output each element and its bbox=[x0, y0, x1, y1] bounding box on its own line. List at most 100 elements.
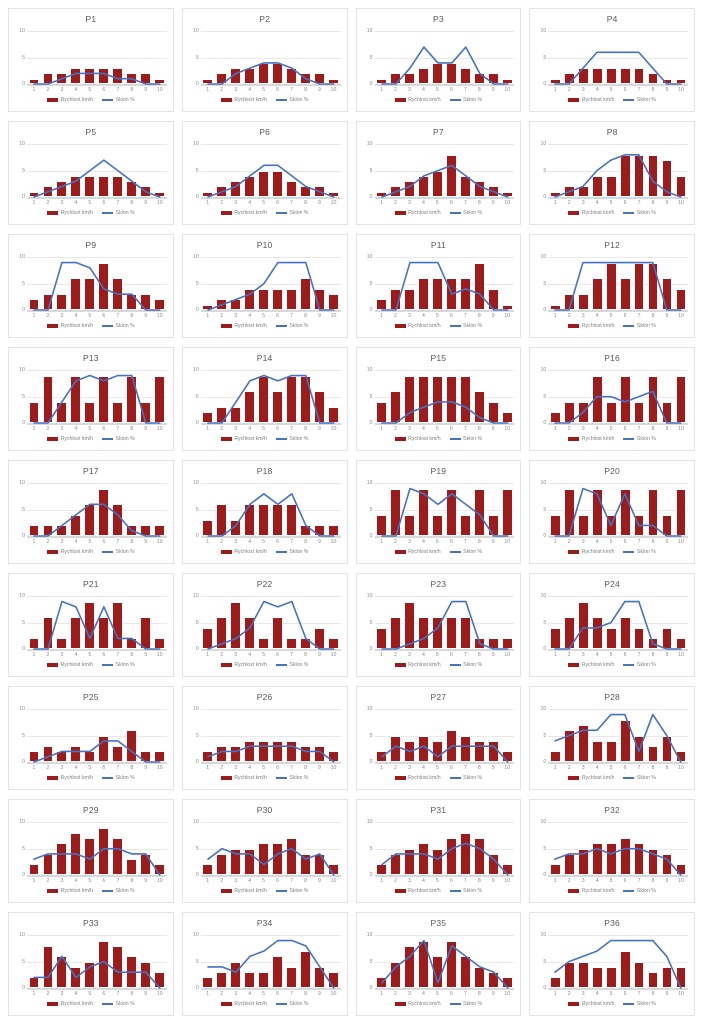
legend-item-bar[interactable]: Rychlost km/h bbox=[568, 662, 614, 668]
bar[interactable] bbox=[42, 746, 54, 762]
bar[interactable] bbox=[619, 617, 631, 649]
legend-item-bar[interactable]: Rychlost km/h bbox=[220, 888, 267, 894]
chart-card[interactable]: P35 0 5 10 1 2 3 4 5 6 7 8 9 10 Rychlost km/h Sklon % bbox=[355, 912, 522, 1016]
bar[interactable] bbox=[675, 175, 687, 197]
bar[interactable] bbox=[431, 514, 443, 536]
bar[interactable] bbox=[112, 401, 124, 423]
bar[interactable] bbox=[376, 751, 387, 762]
bar[interactable] bbox=[286, 68, 297, 84]
bar[interactable] bbox=[300, 638, 311, 649]
bar[interactable] bbox=[314, 186, 325, 197]
legend-item-bar[interactable]: Rychlost km/h bbox=[394, 888, 441, 894]
bar[interactable] bbox=[473, 488, 485, 536]
bar[interactable] bbox=[42, 294, 54, 310]
bar[interactable] bbox=[202, 304, 214, 310]
bar[interactable] bbox=[98, 617, 110, 649]
bar[interactable] bbox=[84, 278, 96, 310]
bar[interactable] bbox=[300, 73, 311, 84]
chart-card[interactable]: P23 0 5 10 1 2 3 4 5 6 7 8 9 10 Rychlost km/h Sklon % bbox=[355, 573, 522, 677]
bar[interactable] bbox=[431, 278, 443, 310]
bar[interactable] bbox=[376, 78, 387, 84]
legend-item-line[interactable]: Sklon % bbox=[623, 97, 656, 103]
bar[interactable] bbox=[431, 170, 443, 197]
legend-item-bar[interactable]: Rychlost km/h bbox=[220, 97, 267, 103]
bar[interactable] bbox=[126, 956, 138, 988]
legend-item-bar[interactable]: Rychlost km/h bbox=[220, 775, 267, 781]
chart-card[interactable]: P20 0 5 10 1 2 3 4 5 6 7 8 9 10 Rychlost km/h Sklon % bbox=[529, 460, 695, 564]
chart-card[interactable]: P21 0 5 10 1 2 3 4 5 6 7 8 9 10 Rychlost km/h Sklon % bbox=[8, 573, 174, 677]
bar[interactable] bbox=[230, 299, 242, 310]
legend-item-bar[interactable]: Rychlost km/h bbox=[394, 775, 441, 781]
legend-item-bar[interactable]: Rychlost km/h bbox=[568, 323, 614, 329]
chart-card[interactable]: P25 0 5 10 1 2 3 4 5 6 7 8 9 10 Rychlost km/h Sklon % bbox=[8, 686, 174, 790]
bar[interactable] bbox=[230, 961, 242, 988]
bar[interactable] bbox=[244, 391, 256, 423]
legend-item-line[interactable]: Sklon % bbox=[102, 1001, 135, 1007]
chart-card[interactable]: P32 0 5 10 1 2 3 4 5 6 7 8 9 10 Rychlost km/h Sklon % bbox=[529, 799, 695, 903]
bar[interactable] bbox=[577, 68, 589, 84]
bar[interactable] bbox=[70, 746, 82, 762]
bar[interactable] bbox=[286, 375, 297, 423]
bar[interactable] bbox=[473, 391, 485, 423]
bar[interactable] bbox=[42, 375, 54, 423]
bar[interactable] bbox=[202, 977, 214, 988]
bar[interactable] bbox=[328, 525, 339, 536]
legend-item-bar[interactable]: Rychlost km/h bbox=[47, 436, 93, 442]
bar[interactable] bbox=[154, 751, 166, 762]
bar[interactable] bbox=[473, 838, 485, 875]
legend-item-bar[interactable]: Rychlost km/h bbox=[47, 549, 93, 555]
bar[interactable] bbox=[647, 154, 659, 197]
legend-item-line[interactable]: Sklon % bbox=[449, 888, 482, 894]
bar[interactable] bbox=[154, 299, 166, 310]
bar[interactable] bbox=[314, 525, 325, 536]
bar[interactable] bbox=[501, 488, 513, 536]
bar[interactable] bbox=[661, 278, 673, 310]
bar[interactable] bbox=[98, 940, 110, 988]
bar[interactable] bbox=[563, 617, 575, 649]
legend-item-bar[interactable]: Rychlost km/h bbox=[47, 775, 93, 781]
bar[interactable] bbox=[675, 288, 687, 310]
chart-card[interactable]: P13 0 5 10 1 2 3 4 5 6 7 8 9 10 Rychlost km/h Sklon % bbox=[8, 347, 174, 451]
bar[interactable] bbox=[619, 951, 631, 988]
bar[interactable] bbox=[272, 956, 284, 988]
bar[interactable] bbox=[126, 859, 138, 875]
bar[interactable] bbox=[28, 751, 40, 762]
bar[interactable] bbox=[431, 375, 443, 423]
legend-item-bar[interactable]: Rychlost km/h bbox=[220, 436, 267, 442]
chart-card[interactable]: P27 0 5 10 1 2 3 4 5 6 7 8 9 10 Rychlost km/h Sklon % bbox=[355, 686, 522, 790]
bar[interactable] bbox=[70, 832, 82, 875]
legend-item-line[interactable]: Sklon % bbox=[623, 888, 656, 894]
chart-card[interactable]: P36 0 5 10 1 2 3 4 5 6 7 8 9 10 Rychlost km/h Sklon % bbox=[529, 912, 695, 1016]
bar[interactable] bbox=[487, 853, 499, 875]
chart-card[interactable]: P30 0 5 10 1 2 3 4 5 6 7 8 9 10 Rychlost km/h Sklon % bbox=[181, 799, 348, 903]
bar[interactable] bbox=[591, 966, 603, 988]
legend-item-bar[interactable]: Rychlost km/h bbox=[220, 662, 267, 668]
bar[interactable] bbox=[633, 961, 645, 988]
legend-item-bar[interactable]: Rychlost km/h bbox=[394, 1001, 441, 1007]
bar[interactable] bbox=[258, 375, 270, 423]
legend-item-line[interactable]: Sklon % bbox=[275, 775, 308, 781]
legend-item-line[interactable]: Sklon % bbox=[623, 210, 656, 216]
bar[interactable] bbox=[431, 617, 443, 649]
bar[interactable] bbox=[403, 601, 415, 649]
legend-item-line[interactable]: Sklon % bbox=[275, 210, 308, 216]
bar[interactable] bbox=[244, 175, 256, 197]
legend-item-bar[interactable]: Rychlost km/h bbox=[568, 1001, 614, 1007]
bar[interactable] bbox=[445, 488, 457, 536]
bar[interactable] bbox=[28, 525, 40, 536]
chart-card[interactable]: P16 0 5 10 1 2 3 4 5 6 7 8 9 10 Rychlost km/h Sklon % bbox=[529, 347, 695, 451]
bar[interactable] bbox=[272, 170, 284, 197]
bar[interactable] bbox=[675, 488, 687, 536]
legend-item-bar[interactable]: Rychlost km/h bbox=[568, 210, 614, 216]
bar[interactable] bbox=[112, 175, 124, 197]
bar[interactable] bbox=[230, 746, 242, 762]
bar[interactable] bbox=[661, 78, 673, 84]
bar[interactable] bbox=[300, 951, 311, 988]
bar[interactable] bbox=[619, 68, 631, 84]
bar[interactable] bbox=[445, 617, 457, 649]
legend-item-line[interactable]: Sklon % bbox=[275, 97, 308, 103]
bar[interactable] bbox=[473, 73, 485, 84]
bar[interactable] bbox=[619, 488, 631, 536]
bar[interactable] bbox=[577, 848, 589, 875]
legend-item-line[interactable]: Sklon % bbox=[449, 775, 482, 781]
